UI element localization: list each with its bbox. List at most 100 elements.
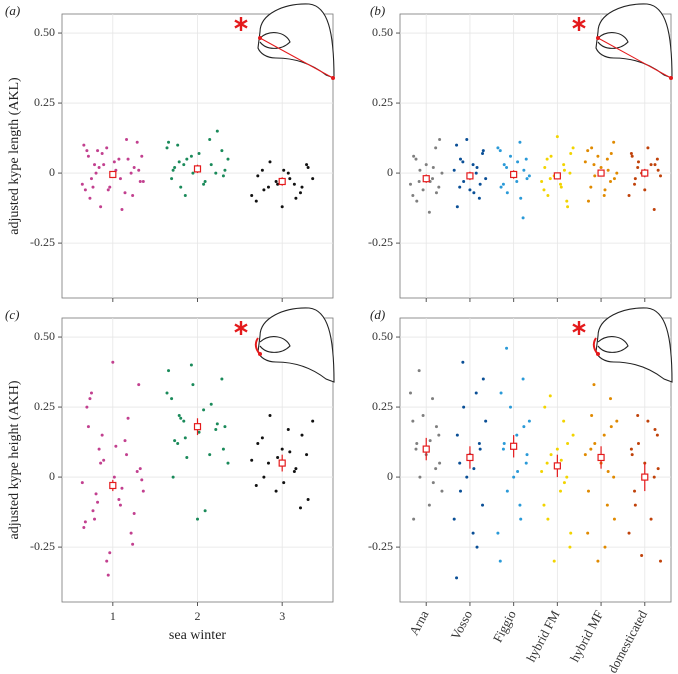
skull-mouth xyxy=(259,32,291,49)
mean-marker xyxy=(278,177,286,186)
data-point xyxy=(83,188,87,192)
data-point xyxy=(609,179,613,183)
data-point xyxy=(462,405,466,409)
data-point xyxy=(266,461,270,465)
data-point xyxy=(421,188,425,192)
data-point xyxy=(586,199,590,203)
mean-marker xyxy=(466,453,474,462)
data-point xyxy=(167,140,171,144)
data-point xyxy=(612,475,616,479)
y-tick-label: 0.50 xyxy=(34,329,55,343)
data-point xyxy=(465,137,469,141)
data-point xyxy=(80,182,84,186)
data-point xyxy=(571,433,575,437)
mean-marker xyxy=(466,172,474,180)
data-point xyxy=(589,447,593,451)
data-point xyxy=(559,489,563,493)
asterisk xyxy=(572,19,586,29)
data-point xyxy=(559,185,563,189)
data-point xyxy=(171,475,175,479)
data-point xyxy=(656,467,660,471)
data-point xyxy=(117,157,121,161)
data-point xyxy=(129,531,133,535)
data-point xyxy=(171,168,175,172)
data-point xyxy=(562,419,566,423)
data-point xyxy=(458,489,462,493)
mean-marker xyxy=(510,442,518,450)
data-point xyxy=(97,165,101,169)
data-point xyxy=(462,179,466,183)
data-point xyxy=(501,182,505,186)
data-point xyxy=(80,481,84,485)
y-tick-label: 0.50 xyxy=(34,25,55,39)
data-point xyxy=(305,163,309,167)
data-point xyxy=(481,149,485,153)
data-point xyxy=(120,207,124,211)
plot-background xyxy=(399,317,672,603)
data-point xyxy=(518,140,522,144)
data-point xyxy=(605,157,609,161)
data-point xyxy=(524,157,528,161)
data-point xyxy=(118,503,122,507)
x-tick-label: hybrid MF xyxy=(567,608,607,664)
data-point xyxy=(93,163,97,167)
data-point xyxy=(640,554,644,558)
data-point xyxy=(94,171,98,175)
data-point xyxy=(202,408,206,412)
data-point xyxy=(431,481,435,485)
data-point xyxy=(131,542,135,546)
data-point xyxy=(636,165,640,169)
data-point xyxy=(481,503,485,507)
skull-outline xyxy=(257,307,335,383)
x-tick-label: domesticated xyxy=(605,607,651,674)
data-point xyxy=(455,433,459,437)
data-point xyxy=(496,146,500,150)
data-point xyxy=(280,205,284,209)
data-point xyxy=(643,188,647,192)
data-point xyxy=(478,182,482,186)
data-point xyxy=(276,455,280,459)
data-point xyxy=(117,497,121,501)
data-point xyxy=(179,185,183,189)
panel-label: (b) xyxy=(370,3,385,18)
data-point xyxy=(254,199,258,203)
data-point xyxy=(177,413,181,417)
data-point xyxy=(612,177,616,181)
data-point xyxy=(106,573,110,577)
skull-illustration xyxy=(572,307,673,383)
data-point xyxy=(196,517,199,521)
data-point xyxy=(606,469,610,473)
data-point xyxy=(288,450,292,454)
data-point xyxy=(472,467,476,471)
data-point xyxy=(636,160,640,164)
data-point xyxy=(565,475,569,479)
data-point xyxy=(477,441,481,445)
data-point xyxy=(562,481,566,485)
data-point xyxy=(108,551,112,555)
data-point xyxy=(421,413,425,417)
data-point xyxy=(108,185,112,189)
data-point xyxy=(471,163,475,167)
mean-marker xyxy=(641,473,649,481)
data-point xyxy=(298,191,302,195)
data-point xyxy=(434,191,438,195)
data-point xyxy=(129,171,133,175)
data-point xyxy=(132,511,136,515)
data-point xyxy=(478,447,482,451)
data-point xyxy=(437,185,441,189)
panel-label: (d) xyxy=(370,307,385,322)
data-point xyxy=(220,377,224,381)
x-tick-label: 2 xyxy=(195,609,201,623)
data-point xyxy=(167,369,171,373)
data-point xyxy=(106,188,110,192)
data-point xyxy=(300,433,304,437)
mean-marker xyxy=(109,170,117,179)
data-point xyxy=(475,545,479,549)
data-point xyxy=(411,193,415,197)
data-point xyxy=(89,177,93,181)
data-point xyxy=(88,397,92,401)
data-point xyxy=(566,441,570,445)
data-point xyxy=(496,531,500,535)
data-point xyxy=(203,509,207,513)
data-point xyxy=(452,517,456,521)
